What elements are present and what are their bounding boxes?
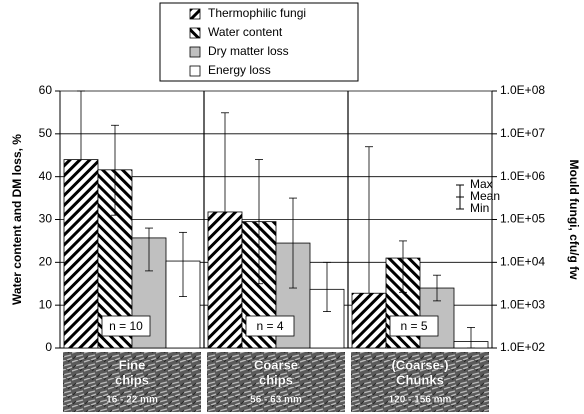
error-legend: [456, 185, 464, 209]
y-tick-label: 30: [39, 212, 53, 226]
y2-tick-label: 1.0E+05: [500, 212, 545, 226]
y2-tick-label: 1.0E+07: [500, 126, 545, 140]
chart: 1.0E+02 1.0E+03 1.0E+04 1.0E+05 1.0E+06 1.0E+…: [0, 0, 584, 414]
legend-swatch: [190, 47, 200, 57]
legend-label: Water content: [208, 25, 283, 39]
sample-size: n = 5: [400, 319, 427, 333]
legend-swatch: [190, 28, 200, 38]
legend-swatch: [190, 66, 200, 76]
y2-tick-label: 1.0E+08: [500, 83, 545, 97]
y2-axis-title: Mould fungi, cfu/g fw: [567, 160, 581, 281]
category-label: chips: [259, 372, 293, 387]
bar: [208, 212, 242, 348]
category-label: (Coarse-): [391, 357, 448, 372]
category-label: 56 - 63 mm: [250, 395, 302, 406]
y2-tick-label: 1.0E+03: [500, 297, 545, 311]
legend-label: Thermophilic fungi: [208, 6, 306, 20]
y-tick-label: 50: [39, 126, 53, 140]
y2-tick-label: 1.0E+02: [500, 340, 545, 354]
y-tick-label: 20: [39, 255, 53, 269]
category-label: Chunks: [396, 372, 444, 387]
y-axis-title: Water content and DM loss, %: [10, 134, 24, 305]
y-tick-label: 60: [39, 83, 53, 97]
category-label: chips: [115, 372, 149, 387]
sample-size: n = 10: [109, 319, 143, 333]
category-label: 16 - 22 mm: [106, 395, 158, 406]
y2-tick-label: 1.0E+06: [500, 169, 545, 183]
y2-tick-label: 1.0E+04: [500, 255, 545, 269]
legend-label: Dry matter loss: [208, 44, 289, 58]
category-label: Fine: [119, 357, 146, 372]
error-legend-label: Min: [470, 201, 489, 215]
category-label: Coarse: [254, 357, 298, 372]
legend-label: Energy loss: [208, 63, 271, 77]
y-tick-label: 10: [39, 297, 53, 311]
bar: [64, 160, 98, 348]
y-tick-label: 0: [45, 340, 52, 354]
bar: [352, 293, 386, 348]
sample-size: n = 4: [256, 319, 283, 333]
category-label: 120 - 156 mm: [389, 395, 452, 406]
legend-swatch: [190, 9, 200, 19]
y-tick-label: 40: [39, 169, 53, 183]
